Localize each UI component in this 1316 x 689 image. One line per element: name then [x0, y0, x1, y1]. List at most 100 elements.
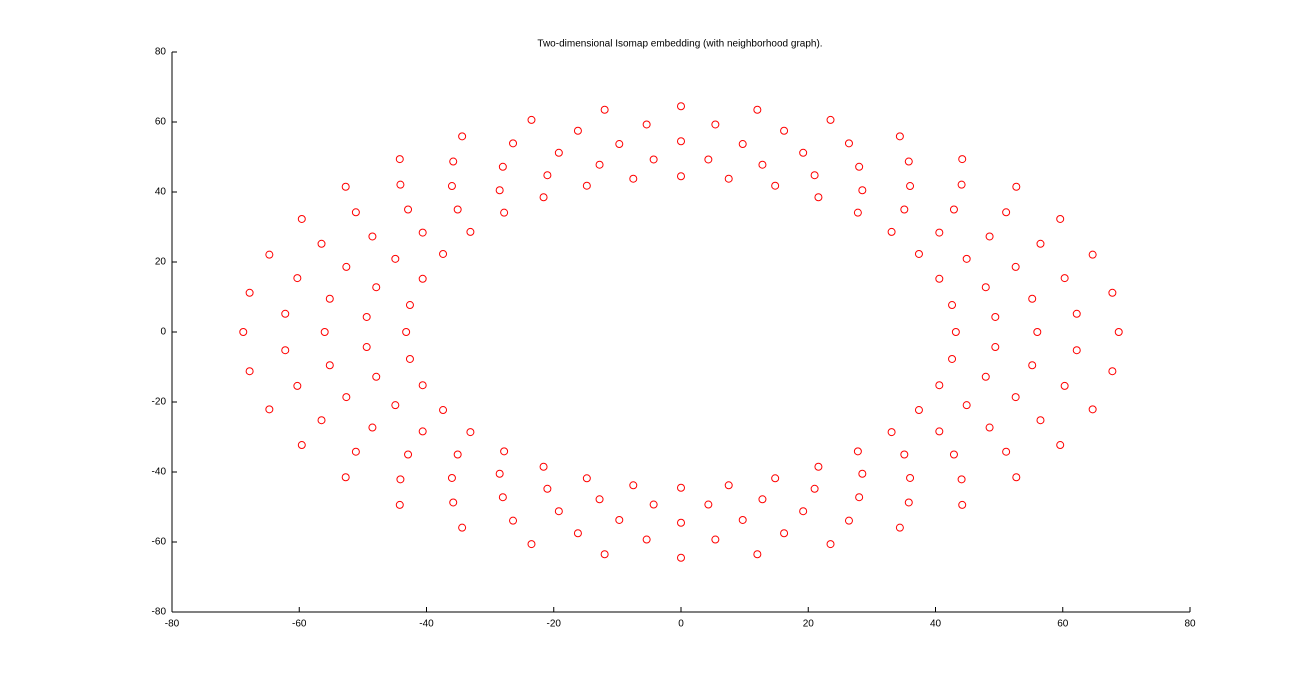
point: [951, 328, 960, 336]
point: [900, 205, 909, 214]
point: [1056, 214, 1065, 223]
point: [935, 427, 944, 436]
point: [948, 301, 957, 310]
point: [1012, 182, 1021, 191]
point: [1002, 447, 1011, 456]
point: [753, 550, 762, 559]
point: [595, 160, 604, 169]
point: [1012, 473, 1021, 482]
point: [948, 354, 957, 363]
point: [449, 498, 458, 507]
point: [738, 140, 747, 149]
point: [895, 523, 904, 532]
point: [396, 180, 405, 189]
point: [1011, 393, 1020, 402]
point: [771, 181, 780, 190]
point: [724, 174, 733, 183]
point: [372, 372, 381, 381]
point: [293, 381, 302, 390]
point: [826, 540, 835, 549]
point: [900, 450, 909, 459]
point: [1088, 405, 1097, 414]
x-tick-label: -40: [419, 619, 434, 630]
point: [582, 181, 591, 190]
point: [855, 493, 864, 502]
point: [325, 361, 334, 370]
point: [539, 462, 548, 471]
point: [509, 139, 518, 148]
point: [935, 381, 944, 390]
point: [1011, 262, 1020, 271]
point: [418, 427, 427, 436]
point: [509, 516, 518, 525]
point: [615, 140, 624, 149]
chart-title: Two-dimensional Isomap embedding (with n…: [537, 39, 822, 50]
point: [904, 498, 913, 507]
point: [615, 515, 624, 524]
point: [396, 475, 405, 484]
point: [858, 186, 867, 195]
point: [704, 500, 713, 509]
point: [858, 469, 867, 478]
point: [949, 205, 958, 214]
point: [1002, 208, 1011, 217]
point: [677, 553, 685, 562]
point: [906, 473, 915, 482]
point: [1033, 328, 1042, 336]
point: [981, 372, 990, 381]
point: [317, 416, 326, 425]
point: [853, 447, 862, 456]
point: [958, 500, 967, 509]
point: [780, 126, 789, 135]
point: [904, 157, 913, 166]
x-tick-label: -80: [165, 619, 180, 630]
y-tick-label: 0: [160, 327, 166, 338]
point: [453, 205, 462, 214]
point: [595, 495, 604, 504]
point: [582, 474, 591, 483]
point: [341, 182, 350, 191]
point: [341, 473, 350, 482]
point: [704, 155, 713, 164]
point: [447, 182, 456, 191]
point: [853, 208, 862, 217]
point: [447, 473, 456, 482]
point: [814, 193, 823, 202]
point: [466, 428, 475, 437]
point: [554, 507, 563, 516]
y-tick-label: 40: [155, 187, 167, 198]
point: [368, 423, 377, 432]
point: [649, 500, 658, 509]
point: [1108, 288, 1117, 297]
point: [1060, 274, 1069, 283]
point: [1088, 250, 1097, 259]
point: [629, 481, 638, 490]
point: [985, 423, 994, 432]
point: [844, 516, 853, 525]
x-tick-label: 60: [1057, 619, 1069, 630]
point: [439, 249, 448, 258]
point: [404, 450, 413, 459]
point: [418, 381, 427, 390]
point: [527, 115, 536, 124]
y-tick-label: -40: [152, 467, 167, 478]
point: [985, 232, 994, 241]
point: [1060, 381, 1069, 390]
point: [498, 493, 507, 502]
y-tick-label: -80: [152, 607, 167, 618]
point: [1072, 309, 1081, 318]
point: [543, 171, 552, 180]
point: [711, 535, 720, 544]
point: [1036, 416, 1045, 425]
point: [677, 518, 685, 527]
point: [543, 484, 552, 493]
point: [962, 401, 971, 410]
point: [758, 160, 767, 169]
point: [758, 495, 767, 504]
point: [1108, 367, 1117, 376]
point: [1072, 346, 1081, 355]
point: [914, 406, 923, 415]
point: [405, 301, 414, 310]
point: [810, 484, 819, 493]
point: [914, 249, 923, 258]
